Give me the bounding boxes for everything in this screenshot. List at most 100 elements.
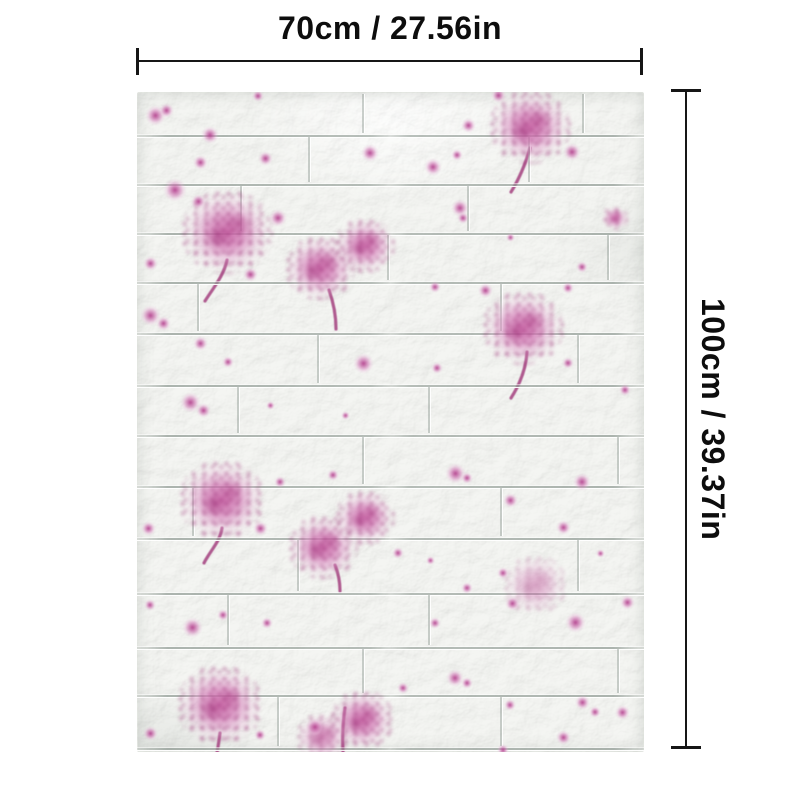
- paint-speck: [502, 492, 518, 508]
- paint-speck: [155, 315, 171, 331]
- brick-joint-line: [577, 335, 579, 383]
- paint-speck: [424, 158, 442, 176]
- paint-speck: [257, 150, 273, 166]
- brick-mortar-line: [137, 135, 644, 137]
- width-dimension-right-cap: [640, 48, 643, 75]
- dandelion-head: [335, 489, 395, 545]
- paint-speck: [222, 356, 234, 368]
- paint-speck: [163, 178, 187, 202]
- brick-joint-line: [362, 94, 364, 133]
- height-dimension-top-cap: [671, 89, 701, 92]
- brick-mortar-line: [137, 538, 644, 540]
- dandelion-head: [489, 92, 571, 165]
- paint-speck: [429, 617, 441, 629]
- paint-speck: [589, 706, 601, 718]
- paint-speck: [139, 304, 161, 326]
- paint-speck: [269, 209, 287, 227]
- paint-speck: [576, 261, 588, 273]
- paint-speck: [217, 609, 229, 621]
- brick-mortar-line: [137, 647, 644, 649]
- paint-speck: [392, 547, 404, 559]
- brick-joint-line: [237, 387, 239, 433]
- brick-joint-line: [617, 437, 619, 484]
- paint-speck: [490, 92, 506, 103]
- paint-speck: [144, 599, 156, 611]
- paint-speck: [573, 473, 591, 491]
- paint-speck: [614, 704, 630, 720]
- paint-speck: [457, 212, 469, 224]
- brick-mortar-line: [137, 435, 644, 437]
- dandelion-head: [335, 217, 395, 273]
- paint-speck: [562, 282, 574, 294]
- height-dimension-line: [671, 89, 701, 749]
- brick-joint-line: [428, 387, 430, 433]
- paint-speck: [261, 617, 273, 629]
- brick-joint-line: [277, 697, 279, 746]
- paint-speck: [504, 595, 520, 611]
- paint-speck: [574, 694, 590, 710]
- wall-panel: [137, 92, 644, 752]
- paint-speck: [142, 725, 158, 741]
- dandelion-head: [178, 460, 266, 540]
- paint-speck: [254, 729, 266, 741]
- dandelion-head: [482, 290, 564, 366]
- brick-joint-line: [500, 697, 502, 746]
- paint-speck: [140, 520, 156, 536]
- brick-joint-line: [362, 649, 364, 693]
- height-dimension-label: 100cm / 39.37in: [695, 297, 731, 541]
- paint-speck: [179, 391, 201, 413]
- paint-speck: [555, 519, 571, 535]
- paint-speck: [181, 616, 203, 638]
- paint-speck: [340, 410, 350, 420]
- paint-speck: [190, 193, 206, 209]
- paint-speck: [461, 677, 473, 689]
- dandelion-head: [176, 665, 264, 745]
- paint-speck: [460, 117, 476, 133]
- paint-speck: [429, 281, 441, 293]
- paint-speck: [505, 232, 515, 242]
- paint-speck: [201, 126, 219, 144]
- brick-joint-line: [308, 137, 310, 182]
- brick-joint-line: [607, 235, 609, 280]
- paint-speck: [461, 582, 473, 594]
- paint-speck: [497, 567, 509, 579]
- brick-mortar-line: [137, 593, 644, 595]
- brick-mortar-line: [137, 184, 644, 186]
- paint-speck: [306, 718, 324, 736]
- brick-mortar-line: [137, 282, 644, 284]
- brick-joint-line: [577, 540, 579, 591]
- brick-joint-line: [362, 437, 364, 484]
- brick-joint-line: [582, 94, 584, 133]
- brick-mortar-line: [137, 748, 644, 750]
- paint-speck: [497, 744, 509, 752]
- paint-speck: [595, 548, 605, 558]
- paint-speck: [397, 682, 409, 694]
- paint-speck: [195, 402, 211, 418]
- paint-speck: [446, 669, 464, 687]
- paint-speck: [425, 555, 435, 565]
- brick-mortar-line: [137, 695, 644, 697]
- brick-mortar-line: [137, 333, 644, 335]
- paint-speck: [562, 357, 574, 369]
- width-dimension-line: [136, 48, 643, 75]
- brick-mortar-line: [137, 486, 644, 488]
- brick-joint-line: [197, 284, 199, 331]
- width-dimension-label: 70cm / 27.56in: [277, 10, 503, 46]
- paint-speck: [274, 476, 286, 488]
- paint-speck: [619, 384, 631, 396]
- paint-speck: [563, 143, 581, 161]
- paint-speck: [461, 472, 473, 484]
- paint-speck: [361, 144, 379, 162]
- paint-speck: [619, 594, 635, 610]
- width-dimension-left-cap: [136, 48, 139, 75]
- paint-speck: [444, 462, 466, 484]
- brick-joint-line: [500, 488, 502, 536]
- paint-speck: [477, 282, 493, 298]
- paint-speck: [252, 92, 264, 102]
- paint-speck: [504, 699, 516, 711]
- paint-speck: [252, 520, 268, 536]
- brick-joint-line: [617, 649, 619, 693]
- dandelion-head: [601, 205, 629, 231]
- height-dimension-bottom-cap: [671, 746, 701, 749]
